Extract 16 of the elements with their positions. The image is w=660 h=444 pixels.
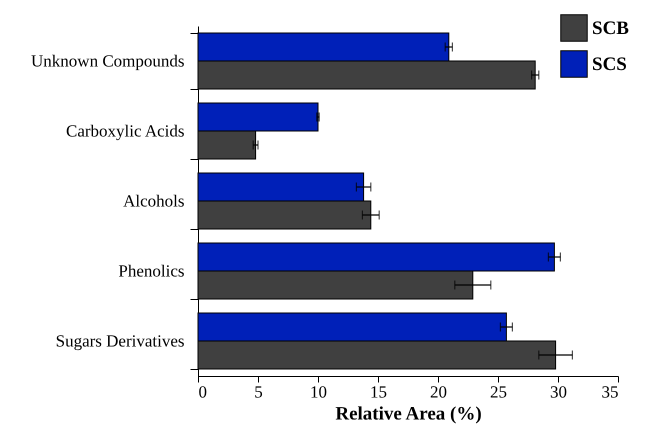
y-tick-label: Sugars Derivatives [56, 332, 184, 350]
y-tick-label: Alcohols [123, 192, 184, 210]
y-tick-label: Carboxylic Acids [66, 122, 184, 140]
x-tick-label: 5 [254, 382, 263, 402]
y-tick-label: Phenolics [118, 262, 184, 280]
x-axis-title: Relative Area (%) [335, 404, 482, 424]
x-tick-label: 15 [370, 382, 387, 402]
x-tick-label: 10 [310, 382, 327, 402]
legend-label: SCS [592, 54, 627, 75]
x-tick-label: 30 [550, 382, 567, 402]
legend-label: SCB [592, 18, 630, 39]
x-tick-label: 25 [490, 382, 507, 402]
x-tick-label: 20 [430, 382, 447, 402]
y-tick-label: Unknown Compounds [31, 52, 184, 70]
x-tick-label: 0 [198, 382, 207, 402]
x-tick-label: 35 [602, 382, 618, 402]
